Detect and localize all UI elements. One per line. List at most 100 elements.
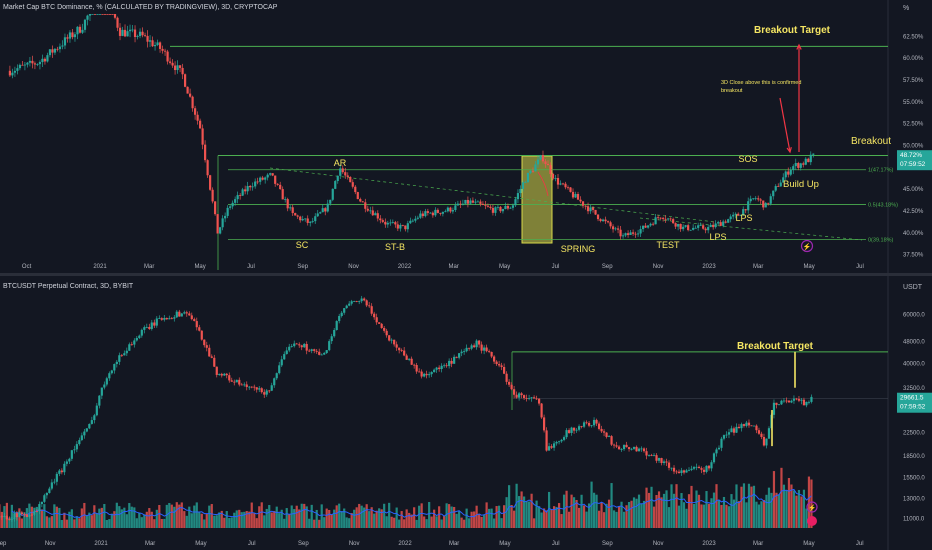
volume-bar [210,504,213,528]
volume-bar [545,510,548,528]
candle-body [797,398,801,401]
candle-body [385,330,388,336]
volume-bar [375,510,378,528]
volume-bar [742,483,746,528]
candle-body [334,181,337,189]
top-x-tick-label: Nov [653,264,664,270]
candle-body [199,120,202,129]
volume-bar [325,508,328,528]
candle-body [587,422,591,426]
volume-bar [130,506,133,528]
volume-bar [135,518,138,528]
top-x-tick-label: 2021 [93,264,107,270]
candle-body [430,372,433,375]
volume-bar [103,503,106,528]
top-x-tick-label: Sep [297,264,308,270]
candle-body [652,223,655,225]
candle-body [261,177,264,180]
candle-body [319,212,322,214]
volume-bar [478,513,481,528]
trend-line-upper [269,167,716,223]
volume-bar [228,518,231,528]
top-x-tick-label: Oct [22,264,32,270]
bottom-x-tick-label: Nov [653,541,664,547]
candle-body [659,217,662,219]
candle-body [436,209,439,213]
candle-body [200,330,203,340]
volume-bar [165,504,168,528]
volume-bar [597,510,601,528]
volume-bar [755,501,758,528]
candle-body [759,199,762,201]
top-y-tick-label: 37.50% [903,253,924,259]
candle-body [662,217,665,219]
candle-body [463,351,466,352]
candle-body [318,351,321,355]
volume-bar [80,508,83,528]
volume-bar [145,511,148,528]
volume-bar [690,485,693,528]
candle-body [722,221,725,226]
volume-bar [697,494,701,528]
candle-body [802,163,805,165]
candle-body [363,298,366,301]
volume-bar [68,511,71,528]
test-label: TEST [656,240,680,250]
candle-body [153,45,157,47]
candle-body [13,70,17,73]
candle-body [225,373,228,376]
volume-bar [283,518,286,528]
volume-bar [95,513,98,528]
candle-body [590,425,593,427]
volume-bar [335,505,338,528]
candle-body [752,198,755,200]
candle-body [250,386,253,388]
top-x-tick-label: Sep [602,264,613,270]
bottom-x-tick-label: Jul [248,541,256,547]
bottom-price-value: 29661.5 [900,395,924,402]
candle-body [789,169,792,175]
volume-bar [223,517,226,528]
volume-bar [350,513,353,528]
candle-body [800,399,803,401]
volume-bar [592,492,596,528]
candle-body [16,68,19,71]
candle-body [654,217,657,225]
candle-body [198,327,201,331]
candle-body [448,360,451,367]
volume-bar [473,511,476,528]
candle-body [191,96,194,109]
candle-body [68,458,71,462]
volume-bar [310,504,313,528]
candle-body [546,163,550,166]
bottom-event-glyph: ⚡ [808,504,816,512]
candle-body [609,222,612,227]
candle-body [744,209,747,211]
candle-body [485,347,488,352]
candle-body [258,388,261,390]
volume-bar [555,506,558,528]
candle-body [465,347,468,352]
candle-body [400,350,403,352]
candle-body [348,303,351,306]
volume-bar [582,505,586,528]
volume-bar [155,509,158,528]
candle-body [40,501,43,505]
candle-body [515,394,518,398]
volume-bar [93,505,96,528]
candle-body [208,347,211,357]
candle-body [554,177,557,179]
candle-body [148,326,151,329]
candle-body [291,207,294,214]
volume-bar [702,504,706,528]
volume-bar [777,494,781,528]
candle-body [460,351,463,354]
candle-body [315,350,318,352]
candle-body [20,512,23,515]
volume-bar [765,494,768,528]
volume-bar [468,518,471,528]
volume-bar [18,508,21,528]
candle-body [83,19,87,30]
volume-bar [13,517,16,528]
candle-body [805,401,808,406]
